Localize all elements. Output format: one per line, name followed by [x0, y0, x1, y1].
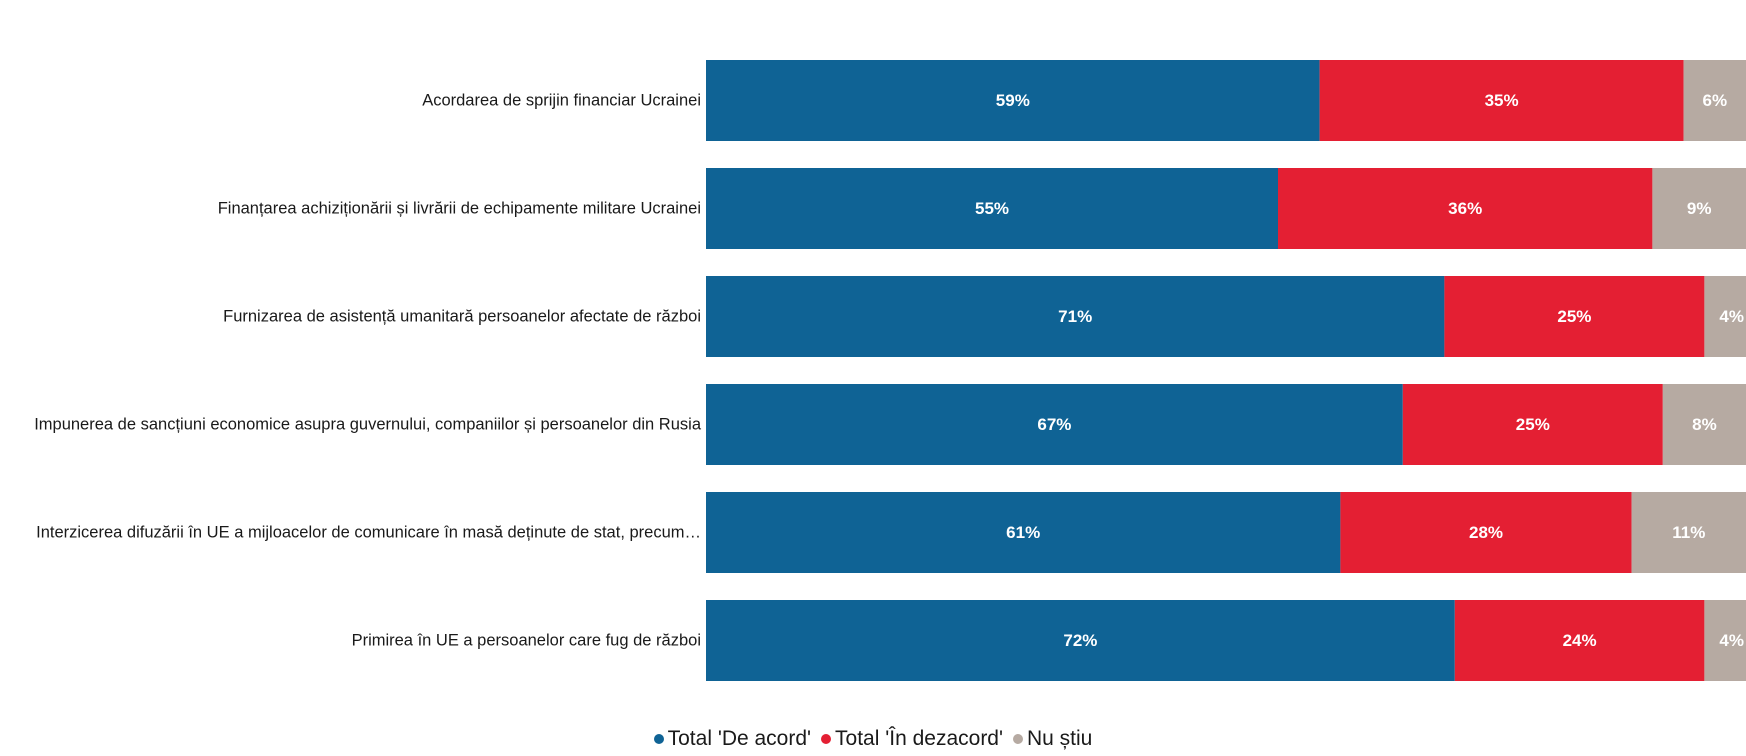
bar-segment-agree[interactable] [706, 60, 1320, 141]
legend-marker-dont-know [1013, 734, 1023, 744]
bar-segment-disagree[interactable] [1444, 276, 1705, 357]
bar-segment-disagree[interactable] [1278, 168, 1653, 249]
legend: Total 'De acord' Total 'În dezacord' Nu … [0, 727, 1746, 751]
category-label: Interzicerea difuzării în UE a mijloacel… [36, 524, 701, 542]
data-label-dont-know: 8% [1692, 415, 1717, 434]
category-label: Primirea în UE a persoanelor care fug de… [352, 632, 701, 650]
bar-segment-agree[interactable] [706, 168, 1278, 249]
bar-segment-disagree[interactable] [1340, 492, 1632, 573]
legend-item-agree[interactable]: Total 'De acord' [653, 727, 812, 751]
data-label-agree: 55% [975, 199, 1009, 218]
legend-label-dont-know: Nu știu [1027, 727, 1093, 750]
bar-segment-agree[interactable] [706, 600, 1455, 681]
data-label-dont-know: 9% [1687, 199, 1712, 218]
bar-segment-agree[interactable] [706, 276, 1445, 357]
bar-segment-dont-know[interactable] [1652, 168, 1746, 249]
bar-segment-agree[interactable] [706, 384, 1403, 465]
legend-marker-agree [653, 734, 664, 744]
legend-marker-disagree [821, 734, 832, 744]
bar-segment-disagree[interactable] [1319, 60, 1684, 141]
bar-segment-disagree[interactable] [1402, 384, 1663, 465]
data-label-agree: 61% [1006, 523, 1040, 542]
bar-segment-dont-know[interactable] [1683, 60, 1746, 141]
category-label: Finanțarea achiziționării și livrării de… [218, 200, 701, 218]
category-label: Furnizarea de asistență umanitară persoa… [223, 308, 701, 326]
legend-item-dont-know[interactable]: Nu știu [1013, 727, 1092, 751]
bar-segment-dont-know[interactable] [1704, 276, 1746, 357]
data-label-disagree: 25% [1557, 307, 1591, 326]
data-label-disagree: 24% [1563, 631, 1597, 650]
legend-label-disagree: Total 'În dezacord' [835, 727, 1003, 750]
data-label-agree: 72% [1063, 631, 1097, 650]
data-label-disagree: 28% [1469, 523, 1503, 542]
data-label-disagree: 36% [1448, 199, 1482, 218]
data-label-agree: 59% [996, 91, 1030, 110]
data-label-dont-know: 4% [1719, 631, 1744, 650]
data-label-agree: 71% [1058, 307, 1092, 326]
category-label: Impunerea de sancțiuni economice asupra … [34, 416, 702, 434]
data-label-disagree: 35% [1485, 91, 1519, 110]
bar-segment-disagree[interactable] [1454, 600, 1705, 681]
data-label-dont-know: 6% [1703, 91, 1728, 110]
bar-segment-agree[interactable] [706, 492, 1341, 573]
legend-label-agree: Total 'De acord' [667, 727, 812, 750]
data-label-agree: 67% [1037, 415, 1071, 434]
bar-segment-dont-know[interactable] [1704, 600, 1746, 681]
category-label: Acordarea de sprijin financiar Ucrainei [422, 92, 701, 110]
data-label-dont-know: 11% [1672, 523, 1705, 542]
bar-segment-dont-know[interactable] [1662, 384, 1746, 465]
bar-segment-dont-know[interactable] [1631, 492, 1746, 573]
data-label-disagree: 25% [1516, 415, 1550, 434]
data-label-dont-know: 4% [1719, 307, 1744, 326]
legend-item-disagree[interactable]: Total 'În dezacord' [821, 727, 1003, 751]
